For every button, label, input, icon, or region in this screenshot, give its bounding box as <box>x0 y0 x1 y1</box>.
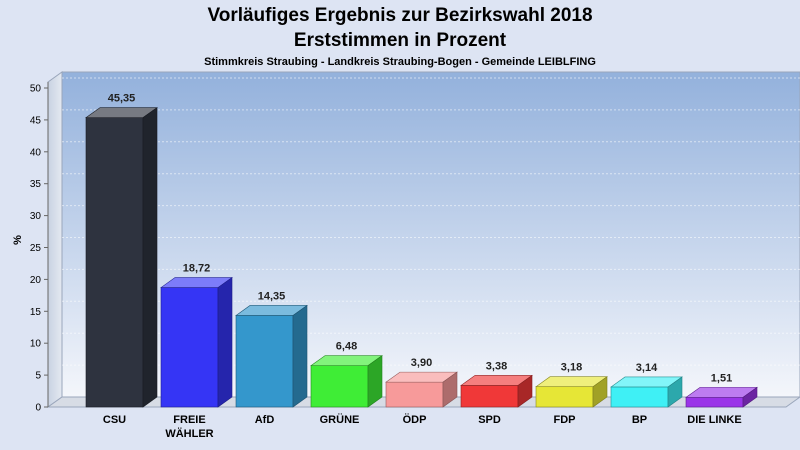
x-tick-label: CSU <box>103 414 126 426</box>
y-tick-label: 15 <box>30 307 42 318</box>
bar-die-linke <box>685 386 758 408</box>
bar-freie-wähler <box>160 276 233 408</box>
value-label: 18,72 <box>183 263 211 275</box>
x-tick-label: BP <box>632 414 647 426</box>
y-tick-label: 40 <box>30 147 42 158</box>
bar-ödp <box>385 371 458 408</box>
value-label: 3,38 <box>486 360 507 372</box>
y-tick-label: 50 <box>30 84 42 95</box>
bars <box>85 107 758 408</box>
bar-fdp <box>535 376 608 408</box>
x-tick-label: ÖDP <box>403 413 427 426</box>
value-label: 45,35 <box>108 93 136 105</box>
x-tick-label: SPD <box>478 414 501 426</box>
y-axis: 0 5 10 15 20 25 30 35 40 45 50 <box>30 82 49 414</box>
value-label: 6,48 <box>336 341 357 353</box>
y-tick-label: 25 <box>30 243 42 254</box>
bar-bp <box>610 376 683 408</box>
y-tick-label: 0 <box>35 403 41 414</box>
y-tick-label: 10 <box>30 339 42 350</box>
x-tick-label: FDP <box>554 414 576 426</box>
x-tick-label: AfD <box>255 414 275 426</box>
y-tick-label: 5 <box>35 371 41 382</box>
bar-afd <box>235 304 308 408</box>
bar-spd <box>460 374 533 408</box>
value-label: 3,18 <box>561 362 582 374</box>
gridlines <box>62 77 800 366</box>
bar-grüne <box>310 355 383 408</box>
value-label: 14,35 <box>258 290 286 302</box>
bar-csu <box>85 107 158 408</box>
value-label: 3,14 <box>636 362 658 374</box>
x-tick-label: DIE LINKE <box>687 414 741 426</box>
value-labels: 45,35 18,72 14,35 6,48 3,90 3,38 3,18 3,14 1,51 <box>108 93 732 385</box>
x-tick-label: FREIE WÄHLER <box>165 414 213 440</box>
y-tick-label: 30 <box>30 211 42 222</box>
chart-caption: Stimmkreis Straubing - Landkreis Straubi… <box>204 56 596 68</box>
y-tick-label: 35 <box>30 179 42 190</box>
value-label: 1,51 <box>711 372 732 384</box>
x-axis: CSU FREIE WÄHLER AfD GRÜNE ÖDP SPD FDP BP DIE LIN… <box>103 413 742 440</box>
y-axis-label: % <box>12 235 24 245</box>
x-tick-label: GRÜNE <box>320 413 360 426</box>
y-tick-label: 45 <box>30 115 42 126</box>
y-tick-label: 20 <box>30 275 42 286</box>
value-label: 3,90 <box>411 357 432 369</box>
chart-title: Vorläufiges Ergebnis zur Bezirkswahl 201… <box>207 5 592 26</box>
chart-subtitle: Erststimmen in Prozent <box>294 30 507 51</box>
